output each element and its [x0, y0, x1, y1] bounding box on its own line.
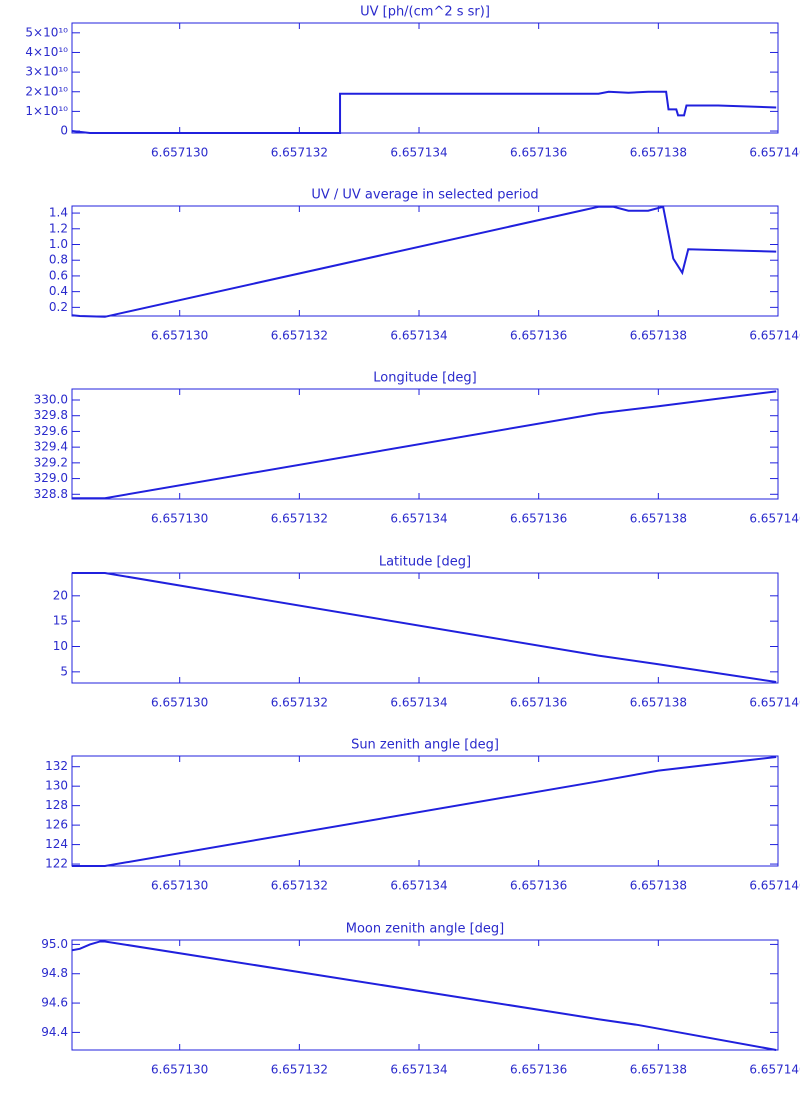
- x-tick-label: 6.657134: [390, 329, 447, 343]
- x-tick-label: 6.657134: [390, 1063, 447, 1077]
- data-line: [71, 940, 777, 1051]
- x-tick-label: 6.657130: [151, 696, 208, 710]
- y-tick-label: 0.2: [49, 300, 68, 314]
- x-tick-label: 6.657132: [271, 696, 328, 710]
- y-tick-label: 15: [53, 614, 68, 628]
- y-tick-label: 130: [45, 779, 68, 793]
- x-tick-label: 6.657132: [271, 146, 328, 160]
- x-tick-label: 6.657138: [630, 146, 687, 160]
- chart-title: Longitude [deg]: [373, 371, 476, 386]
- data-line: [72, 572, 777, 683]
- y-tick-label: 5: [60, 664, 68, 678]
- y-tick-label: 328.8: [34, 487, 68, 501]
- y-tick-label: 330.0: [34, 393, 68, 407]
- y-tick-label: 5×10¹⁰: [25, 25, 68, 39]
- chart-title: Moon zenith angle [deg]: [346, 922, 504, 937]
- x-tick-label: 6.657134: [390, 146, 447, 160]
- x-tick-label: 6.657134: [390, 512, 447, 526]
- y-tick-label: 128: [45, 798, 68, 812]
- x-tick-label: 6.657138: [630, 696, 687, 710]
- x-tick-label: 6.657136: [510, 329, 567, 343]
- y-tick-label: 329.4: [34, 440, 68, 454]
- y-tick-label: 1×10¹⁰: [25, 104, 68, 118]
- y-tick-label: 124: [45, 837, 68, 851]
- x-tick-label: 6.657136: [510, 696, 567, 710]
- plot-frame: [71, 572, 779, 684]
- y-tick-label: 3×10¹⁰: [25, 65, 68, 79]
- chart-title: UV [ph/(cm^2 s sr)]: [360, 5, 490, 20]
- chart-title: Sun zenith angle [deg]: [351, 738, 499, 753]
- y-tick-label: 94.4: [41, 1025, 68, 1039]
- y-tick-label: 126: [45, 818, 68, 832]
- y-tick-label: 329.2: [34, 455, 68, 469]
- data-line: [71, 90, 777, 134]
- data-line: [71, 205, 777, 318]
- y-tick-label: 1.4: [49, 206, 68, 220]
- chart-title: Latitude [deg]: [379, 555, 471, 570]
- y-tick-label: 94.8: [41, 966, 68, 980]
- chart-title: UV / UV average in selected period: [311, 188, 538, 203]
- y-tick-label: 329.6: [34, 424, 68, 438]
- x-tick-label: 6.657136: [510, 879, 567, 893]
- x-tick-label: 6.657130: [151, 146, 208, 160]
- y-tick-label: 20: [53, 588, 68, 602]
- plot-frame: [71, 205, 779, 317]
- y-tick-label: 329.0: [34, 471, 68, 485]
- x-tick-label: 6.657136: [510, 512, 567, 526]
- x-tick-label: 6.657130: [151, 879, 208, 893]
- x-tick-label: 6.657134: [390, 879, 447, 893]
- data-line: [72, 390, 777, 500]
- y-tick-label: 329.8: [34, 408, 68, 422]
- y-tick-label: 4×10¹⁰: [25, 45, 68, 59]
- y-tick-label: 10: [53, 639, 68, 653]
- y-tick-label: 0.6: [49, 268, 68, 282]
- data-line: [72, 755, 777, 867]
- y-tick-label: 0.4: [49, 284, 68, 298]
- y-tick-label: 1.0: [49, 237, 68, 251]
- x-tick-label: 6.657138: [630, 329, 687, 343]
- x-tick-label: 6.657138: [630, 879, 687, 893]
- plot-frame: [71, 939, 779, 1051]
- plot-frame: [71, 22, 779, 134]
- y-tick-label: 132: [45, 759, 68, 773]
- x-tick-label: 6.657132: [271, 1063, 328, 1077]
- x-tick-label: 6.657130: [151, 329, 208, 343]
- y-tick-label: 0.8: [49, 253, 68, 267]
- x-tick-label: 6.657136: [510, 146, 567, 160]
- y-tick-label: 1.2: [49, 221, 68, 235]
- y-tick-label: 0: [60, 124, 68, 138]
- x-tick-label: 6.657138: [630, 1063, 687, 1077]
- x-tick-label: 6.657132: [271, 329, 328, 343]
- x-tick-label: 6.657132: [271, 879, 328, 893]
- x-tick-label: 6.657134: [390, 696, 447, 710]
- y-tick-label: 95.0: [41, 937, 68, 951]
- x-tick-label: 6.657132: [271, 512, 328, 526]
- y-tick-label: 94.6: [41, 996, 68, 1010]
- plot-frame: [71, 388, 779, 500]
- x-tick-label: 6.657130: [151, 1063, 208, 1077]
- x-tick-label: 6.657130: [151, 512, 208, 526]
- x-tick-label: 6.657136: [510, 1063, 567, 1077]
- y-tick-label: 2×10¹⁰: [25, 84, 68, 98]
- plot-frame: [71, 755, 779, 867]
- y-tick-label: 122: [45, 857, 68, 871]
- x-tick-label: 6.657138: [630, 512, 687, 526]
